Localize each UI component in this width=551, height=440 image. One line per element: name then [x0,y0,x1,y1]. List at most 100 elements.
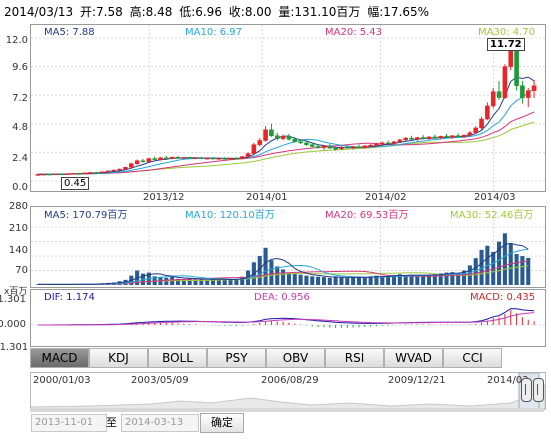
tab-boll[interactable]: BOLL [148,348,207,368]
volume-bar [432,274,437,285]
candle-body [193,157,198,160]
volume-bar [269,260,274,285]
volume-bar [415,275,420,285]
candle-body [111,169,117,172]
quote-close: 收:8.00 [228,5,272,19]
price-ytick: 2.4 [12,153,28,164]
candle-body [403,137,408,141]
volume-bar [316,276,321,285]
candle-body [344,146,350,149]
candle-body [321,145,327,148]
candle-body [415,137,420,140]
tab-wvad[interactable]: WVAD [384,348,443,368]
candle-body [350,146,356,149]
volume-bar [403,275,408,285]
candle-body [58,173,64,176]
volume-bar [473,258,478,285]
dea-line [37,312,535,326]
candle-body [450,135,455,138]
price-ytick: 0.0 [12,182,28,193]
volume-bar [456,273,461,285]
quote-open: 开:7.58 [80,5,123,19]
confirm-button[interactable]: 确定 [200,413,244,433]
volume-bar [514,254,519,285]
candle-body [99,171,105,173]
start-date-input[interactable]: 2013-11-01 [31,414,107,432]
volume-bar [193,279,198,285]
volume-bar [205,280,210,285]
tab-obv[interactable]: OBV [266,348,325,368]
candle-body [152,158,157,160]
navigator-left-handle[interactable] [521,378,532,402]
navigator-right-handle[interactable] [533,378,544,402]
candle-body [245,153,251,157]
candle-body [274,135,280,139]
candle-body [520,85,525,98]
quote-amplitude: 幅:17.65% [367,5,430,19]
tab-cci[interactable]: CCI [443,348,502,368]
volume-bar [374,275,379,285]
candle-body [485,105,490,120]
volume-bar [275,266,280,285]
volume-bar [444,272,449,285]
candle-body [70,173,76,175]
navigator-scrollbar[interactable] [30,408,544,412]
candle-body [228,157,233,160]
candle-body [409,137,414,140]
end-date-input[interactable]: 2014-03-13 [121,414,199,432]
volume-bar [175,278,181,285]
price-chart[interactable] [31,25,545,191]
candle-body [175,156,181,159]
volume-bar [397,274,402,285]
volume-bar [409,274,414,285]
candle-body [216,158,222,160]
candle-body [269,129,274,136]
period-low-label: 0.45 [61,177,90,190]
tab-kdj[interactable]: KDJ [89,348,148,368]
candle-body [239,156,245,159]
volume-bar [228,280,233,285]
volume-chart[interactable] [31,207,545,287]
quote-date: 2014/03/13 [4,5,74,19]
candle-body [479,118,484,129]
price-panel [30,24,546,192]
tab-psy[interactable]: PSY [207,348,266,368]
candle-body [298,141,303,144]
candle-body [123,167,128,170]
macd-chart[interactable] [31,290,545,346]
ma10-line [37,88,535,175]
price-ytick: 4.8 [12,122,28,133]
candle-body [181,157,187,159]
tab-rsi[interactable]: RSI [325,348,384,368]
candle-body [467,132,473,136]
volume-bar [351,277,356,285]
candle-body [105,170,111,173]
volume-bar [333,276,338,285]
candle-body [158,157,163,160]
candle-body [356,146,362,148]
candle-body [187,157,192,159]
navigator-date: 2003/05/09 [131,375,189,386]
range-navigator[interactable]: 2000/01/03 2003/05/09 2006/08/29 2009/12… [30,372,546,410]
volume-bar [286,272,291,285]
candle-body [444,136,449,138]
volume-bar [508,243,513,285]
tab-macd[interactable]: MACD [30,348,89,368]
vol-ma30-legend: MA30: 52.46百万 [450,210,534,221]
candle-body [199,157,204,160]
candle-body [473,127,479,133]
candle-body [362,145,368,148]
macd-value-legend: MACD: 0.435 [470,292,536,303]
volume-bar [304,275,309,285]
volume-bar [240,276,245,285]
quote-high: 高:8.48 [129,5,173,19]
candle-body [140,160,146,162]
candle-body [438,136,443,139]
candle-body [263,129,268,141]
macd-ytick: 1.301 [0,294,26,305]
candle-body [210,157,216,160]
macd-dif-legend: DIF: 1.174 [44,292,95,303]
candle-body [420,137,426,139]
macd-ytick: -1.301 [0,342,29,353]
quote-volume: 量:131.10百万 [278,5,361,19]
